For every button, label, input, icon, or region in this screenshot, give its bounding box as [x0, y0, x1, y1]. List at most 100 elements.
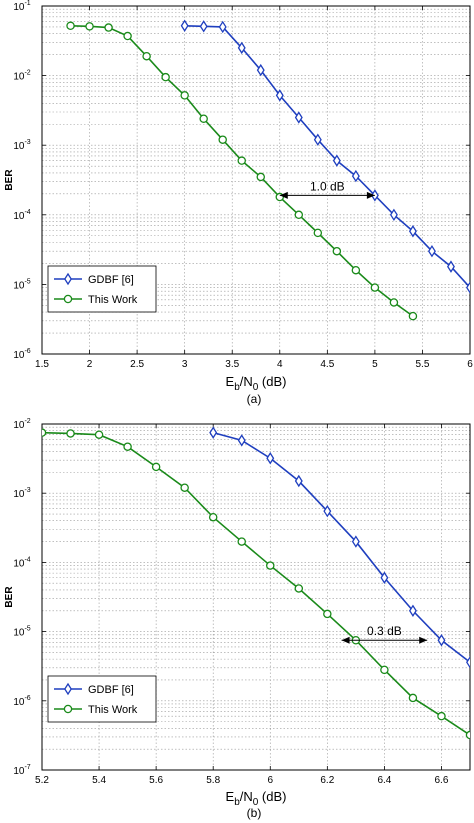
x-tick-label: 5.4: [92, 775, 106, 786]
data-point-diamond: [466, 656, 470, 669]
data-point-circle: [218, 135, 227, 144]
series-line: [42, 431, 470, 736]
data-point-circle: [237, 156, 246, 165]
data-point-diamond: [180, 19, 189, 32]
x-axis-label: Eb/N0 (dB): [226, 374, 287, 393]
y-tick-label: 10-6: [13, 348, 30, 361]
x-tick-label: 5: [372, 359, 378, 370]
y-tick-label: 10-5: [13, 626, 30, 639]
data-point-diamond: [313, 133, 322, 146]
y-tick-label: 10-4: [13, 556, 30, 569]
y-tick-label: 10-4: [13, 209, 30, 222]
data-point-circle: [104, 23, 113, 32]
data-point-circle: [408, 311, 418, 321]
series-line: [212, 431, 470, 663]
data-point-circle: [123, 442, 132, 451]
data-point-diamond: [237, 434, 246, 447]
legend-box: [47, 675, 157, 723]
data-point-diamond: [437, 634, 446, 647]
data-point-diamond: [218, 20, 227, 34]
x-label-tail: (dB): [258, 374, 286, 389]
y-tick-exponent: -1: [24, 0, 30, 7]
legend-entry: This Work: [54, 294, 138, 306]
data-point-circle: [42, 428, 47, 437]
legend-marker-circle: [63, 294, 73, 304]
x-tick-label: 2: [87, 359, 93, 370]
y-tick-base: 10: [13, 697, 25, 708]
data-point-diamond: [351, 169, 360, 183]
x-label-main: E: [226, 789, 235, 804]
data-point-circle: [256, 172, 266, 182]
y-tick-exponent: -2: [24, 418, 30, 425]
y-tick-label: 10-2: [13, 418, 30, 431]
y-tick-base: 10: [13, 72, 25, 83]
arrow-head-right: [366, 191, 375, 199]
x-axis-label: Eb/N0 (dB): [226, 789, 287, 808]
x-tick-label: 1.5: [35, 359, 49, 370]
data-point-circle: [66, 21, 75, 31]
y-axis-label: BER: [4, 169, 15, 191]
y-tick-label: 10-2: [13, 70, 30, 83]
y-axis-label: BER: [4, 586, 15, 608]
x-label-mid: /N: [240, 374, 253, 389]
y-tick-exponent: -3: [24, 139, 30, 146]
legend-label: This Work: [88, 294, 138, 306]
x-tick-label: 5.5: [415, 359, 429, 370]
annotation-label: 0.3 dB: [367, 624, 402, 638]
legend: GDBF [6] This Work: [47, 265, 157, 313]
y-tick-base: 10: [13, 420, 25, 431]
data-point-diamond: [351, 535, 360, 548]
x-tick-label: 5.8: [206, 775, 220, 786]
x-tick-label: 6: [467, 359, 473, 370]
data-point-circle: [332, 246, 342, 256]
y-tick-base: 10: [13, 350, 25, 361]
data-point-circle: [465, 730, 470, 740]
data-point-diamond: [237, 41, 246, 55]
data-point-circle: [208, 512, 218, 522]
data-point-diamond: [389, 208, 398, 222]
legend-entry: GDBF [6]: [54, 272, 134, 286]
data-point-circle: [85, 22, 94, 31]
data-point-diamond: [332, 154, 341, 167]
data-point-circle: [199, 114, 208, 123]
y-tick-exponent: -2: [24, 70, 30, 77]
series-line: [184, 24, 470, 289]
data-point-circle: [389, 298, 399, 307]
y-tick-base: 10: [13, 558, 25, 569]
x-label-main: E: [226, 374, 235, 389]
x-tick-label: 6: [267, 775, 273, 786]
plot-frame: [41, 423, 471, 771]
data-point-circle: [313, 228, 323, 238]
y-tick-base: 10: [13, 489, 25, 500]
y-tick-label: 10-3: [13, 487, 30, 500]
x-label-sub: b: [234, 797, 240, 808]
x-tick-label: 2.5: [130, 359, 144, 370]
arrow-head-right: [419, 636, 428, 644]
y-tick-exponent: -7: [24, 764, 30, 771]
legend-entry: GDBF [6]: [54, 682, 134, 696]
y-tick-exponent: -3: [24, 487, 30, 494]
arrow-head-left: [341, 636, 350, 644]
x-tick-label: 6.6: [435, 775, 449, 786]
legend-marker-diamond: [64, 682, 72, 696]
y-tick-exponent: -4: [24, 556, 30, 563]
series-this-work: [42, 428, 470, 740]
series-gdbf: [209, 426, 470, 669]
y-tick-base: 10: [13, 766, 25, 777]
x-tick-label: 4: [277, 359, 283, 370]
data-point-circle: [323, 609, 332, 619]
data-point-circle: [294, 584, 304, 593]
x-tick-label: 5.2: [35, 775, 49, 786]
y-tick-label: 10-3: [13, 139, 30, 152]
y-tick-base: 10: [13, 280, 25, 291]
data-point-circle: [94, 430, 104, 439]
data-point-diamond: [294, 111, 303, 124]
y-tick-exponent: -6: [24, 695, 30, 702]
annotation-arrow: 1.0 dB: [279, 179, 375, 199]
legend-marker-diamond: [64, 272, 72, 286]
legend-marker-circle: [63, 704, 73, 714]
data-point-diamond: [294, 474, 303, 488]
legend-label: GDBF [6]: [88, 274, 134, 286]
data-point-circle: [294, 210, 304, 220]
x-tick-label: 3: [182, 359, 188, 370]
